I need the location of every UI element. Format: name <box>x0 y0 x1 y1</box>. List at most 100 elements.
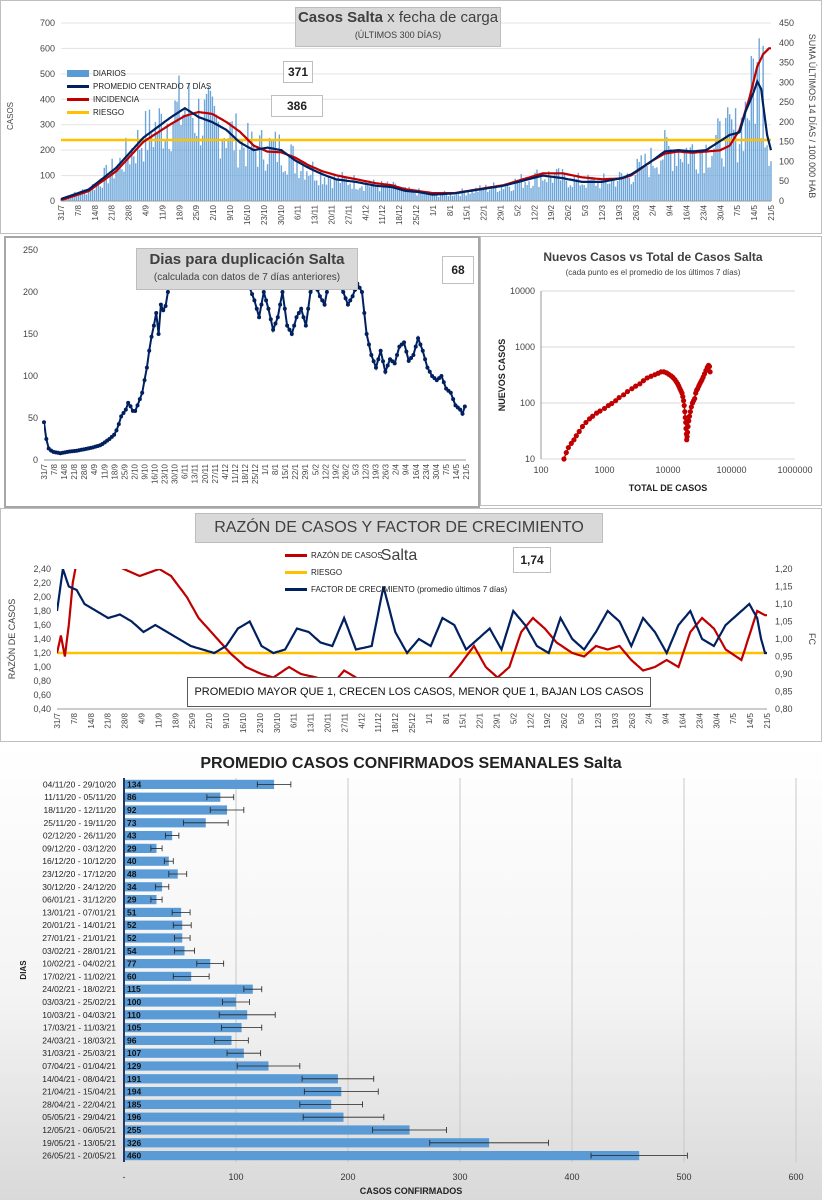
cases-daily-bar <box>152 146 155 201</box>
doubling-point <box>441 380 446 385</box>
cases-chart: 0 100 200 300 400 500 600 700 0 50 100 150 200 250 300… <box>6 18 817 225</box>
weekly-category-label: 25/11/20 - 19/11/20 <box>44 818 117 828</box>
cases-date-tick: 4/12 <box>361 204 370 220</box>
doubling-point <box>348 298 353 303</box>
doubling-date-tick: 14/5 <box>452 463 461 479</box>
cases-daily-bar <box>162 148 164 201</box>
doubling-point <box>123 407 128 412</box>
doubling-point <box>296 311 301 315</box>
cases-date-tick: 19/3 <box>615 204 624 220</box>
cases-daily-bar <box>463 191 465 201</box>
cases-daily-bar <box>97 182 100 201</box>
weekly-category-label: 06/01/21 - 31/12/20 <box>42 895 116 905</box>
cases-daily-bar <box>237 167 239 201</box>
doubling-chart-subtitle: (calculada con datos de 7 días anteriore… <box>153 272 341 283</box>
cases-daily-bar <box>471 189 473 201</box>
cases-daily-bar <box>87 189 90 201</box>
ratio-y-label: RAZÓN DE CASOS <box>7 599 17 680</box>
weekly-value-label: 100 <box>127 997 141 1007</box>
cases-date-tick: 29/1 <box>497 204 506 220</box>
cases-date-tick: 23/4 <box>699 204 708 220</box>
doubling-point <box>385 363 390 368</box>
doubling-point <box>322 302 327 307</box>
doubling-point <box>362 311 367 315</box>
cases-daily-bar <box>687 163 690 201</box>
cases-daily-bar <box>628 177 631 201</box>
cases-daily-bar <box>115 170 117 201</box>
ratio-date-tick: 12/3 <box>594 712 603 728</box>
weekly-bar <box>124 971 192 982</box>
weekly-value-label: 96 <box>127 1035 137 1045</box>
cases-daily-bar <box>341 172 343 201</box>
doubling-date-tick: 27/11 <box>211 463 220 483</box>
weekly-x-tick: - <box>123 1172 126 1182</box>
doubling-point <box>364 332 369 336</box>
cases-daily-bar <box>172 122 174 201</box>
ratio-y2-tick: 1,05 <box>775 617 793 627</box>
ratio-date-tick: 13/11 <box>307 712 316 732</box>
weekly-bar <box>124 894 157 905</box>
cases-daily-bar <box>489 189 491 201</box>
doubling-point <box>409 355 414 360</box>
cases-daily-bar <box>445 192 448 201</box>
weekly-category-label: 10/03/21 - 04/03/21 <box>42 1010 116 1020</box>
cases-date-tick: 18/9 <box>175 204 184 220</box>
cases-date-tick: 6/11 <box>294 204 303 220</box>
scatter-point <box>576 428 582 435</box>
cases-daily-bar <box>603 173 605 201</box>
doubling-point <box>158 302 163 307</box>
weekly-bar <box>124 843 157 854</box>
weekly-value-label: 115 <box>127 984 141 994</box>
doubling-date-tick: 20/11 <box>201 463 210 483</box>
cases-daily-bar <box>374 185 377 201</box>
doubling-date-tick: 12/3 <box>362 463 371 479</box>
cases-daily-bar <box>310 174 312 201</box>
doubling-date-tick: 16/10 <box>151 463 160 484</box>
doubling-date-tick: 4/9 <box>90 463 99 475</box>
cases-daily-bar <box>432 194 434 201</box>
cases-date-tick: 28/8 <box>125 204 134 220</box>
cases-date-tick: 18/12 <box>395 204 404 225</box>
cases-daily-bar <box>197 98 200 201</box>
doubling-date-tick: 19/3 <box>372 463 381 479</box>
weekly-bar <box>124 792 221 802</box>
doubling-point <box>252 298 257 303</box>
cases-daily-bar <box>408 186 410 201</box>
cases-daily-bar <box>514 178 517 201</box>
scatter-x-label: TOTAL DE CASOS <box>629 483 708 493</box>
weekly-value-label: 34 <box>127 882 137 892</box>
ratio-y2-label: FC <box>807 633 817 645</box>
ratio-y-tick: 0,60 <box>33 690 51 700</box>
cases-y2-tick: 200 <box>779 117 794 127</box>
cases-daily-bar <box>679 159 682 201</box>
doubling-point <box>271 327 276 332</box>
cases-daily-bar <box>699 151 701 201</box>
cases-daily-bar <box>378 191 381 201</box>
cases-daily-bar <box>253 146 255 201</box>
cases-daily-bar <box>315 180 318 201</box>
ratio-date-tick: 16/10 <box>239 712 248 733</box>
ratio-date-tick: 16/4 <box>678 712 687 728</box>
cases-y2-tick: 250 <box>779 97 794 107</box>
cases-daily-bar <box>711 155 713 201</box>
cases-daily-bar <box>186 114 188 201</box>
cases-daily-bar <box>335 180 338 201</box>
cases-daily-bar <box>453 195 456 201</box>
cases-daily-bar <box>384 186 387 201</box>
weekly-category-label: 19/05/21 - 13/05/21 <box>42 1138 116 1148</box>
cases-daily-bar <box>538 186 540 201</box>
legend-item-incidence: INCIDENCIA <box>67 93 211 106</box>
doubling-date-tick: 25/12 <box>251 463 260 484</box>
cases-daily-bar <box>142 161 145 201</box>
weekly-bar <box>124 958 211 969</box>
cases-daily-bar <box>416 195 418 201</box>
cases-y2-tick: 100 <box>779 156 794 166</box>
ratio-date-tick: 27/11 <box>340 712 349 732</box>
cases-daily-bar <box>160 113 162 201</box>
cases-daily-bar <box>754 123 756 201</box>
cases-daily-bar <box>516 182 518 201</box>
cases-daily-bar <box>371 184 373 201</box>
weekly-bar <box>124 920 183 930</box>
doubling-date-tick: 19/2 <box>331 463 340 479</box>
ratio-chart-title-box: RAZÓN DE CASOS Y FACTOR DE CRECIMIENTO S… <box>195 513 603 564</box>
